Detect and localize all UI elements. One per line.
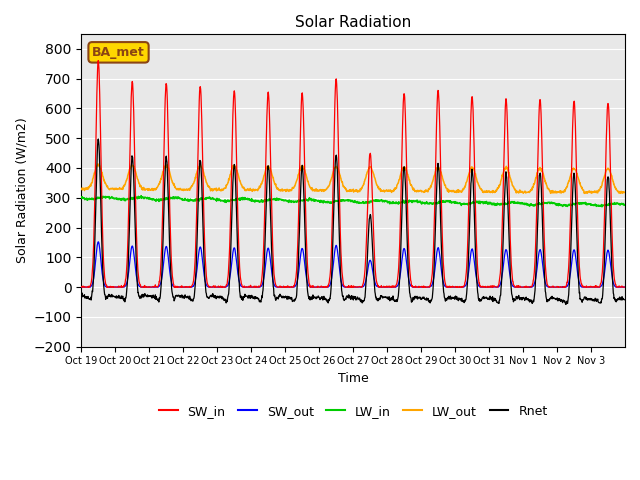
Title: Solar Radiation: Solar Radiation <box>295 15 412 30</box>
Legend: SW_in, SW_out, LW_in, LW_out, Rnet: SW_in, SW_out, LW_in, LW_out, Rnet <box>154 400 552 423</box>
Y-axis label: Solar Radiation (W/m2): Solar Radiation (W/m2) <box>15 118 28 263</box>
X-axis label: Time: Time <box>338 372 369 385</box>
Text: BA_met: BA_met <box>92 46 145 59</box>
